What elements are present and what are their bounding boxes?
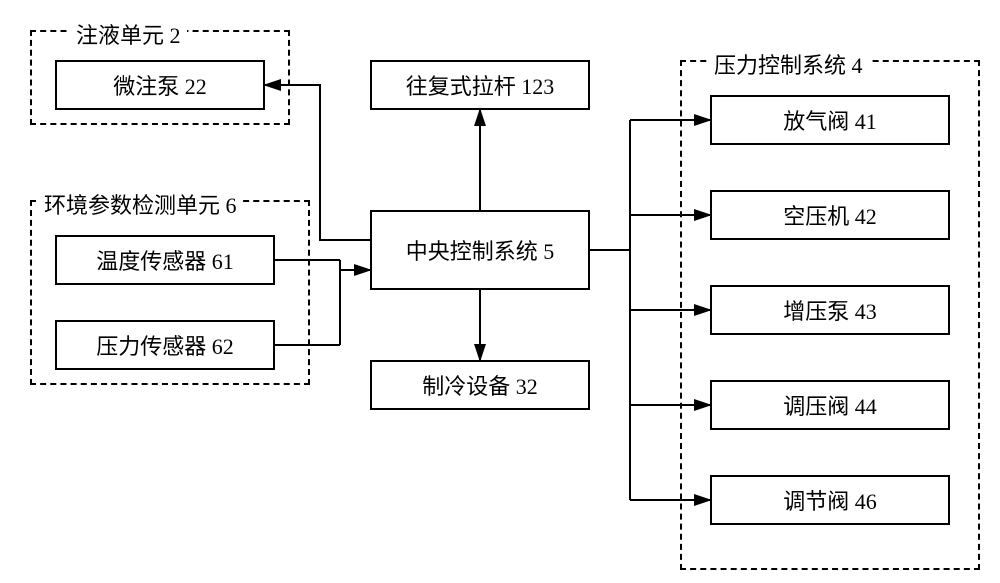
node-vent-valve-label: 放气阀 41: [783, 104, 877, 136]
node-central: 中央控制系统 5: [370, 210, 590, 290]
node-temp-sensor-label: 温度传感器 61: [96, 244, 234, 276]
node-boost-pump-label: 增压泵 43: [783, 294, 877, 326]
node-press-sensor: 压力传感器 62: [55, 320, 275, 370]
node-temp-sensor: 温度传感器 61: [55, 235, 275, 285]
node-vent-valve: 放气阀 41: [710, 95, 950, 145]
node-micro-pump: 微注泵 22: [55, 60, 265, 110]
node-air-comp-label: 空压机 42: [783, 199, 877, 231]
node-air-comp: 空压机 42: [710, 190, 950, 240]
node-reg-valve-label: 调压阀 44: [783, 389, 877, 421]
node-refrig: 制冷设备 32: [370, 360, 590, 410]
node-recip-rod: 往复式拉杆 123: [370, 60, 590, 110]
node-press-sensor-label: 压力传感器 62: [96, 329, 234, 361]
node-adj-valve-label: 调节阀 46: [783, 484, 877, 516]
group-env-label: 环境参数检测单元 6: [38, 188, 243, 220]
group-injection-label: 注液单元 2: [70, 18, 187, 50]
node-refrig-label: 制冷设备 32: [422, 369, 538, 401]
node-reg-valve: 调压阀 44: [710, 380, 950, 430]
node-boost-pump: 增压泵 43: [710, 285, 950, 335]
group-pressure-label: 压力控制系统 4: [708, 48, 869, 80]
node-micro-pump-label: 微注泵 22: [113, 69, 207, 101]
node-adj-valve: 调节阀 46: [710, 475, 950, 525]
node-recip-rod-label: 往复式拉杆 123: [406, 69, 555, 101]
node-central-label: 中央控制系统 5: [406, 234, 555, 266]
